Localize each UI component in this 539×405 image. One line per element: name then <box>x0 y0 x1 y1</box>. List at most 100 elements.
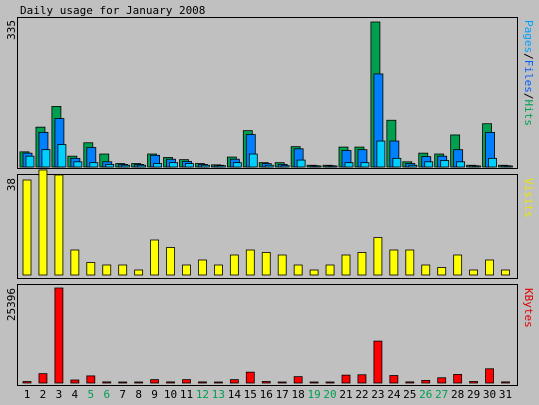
pages-bar-day-19 <box>312 165 322 168</box>
kbytes-bar-day-24 <box>389 375 399 384</box>
kbytes-bar-day-9 <box>150 379 160 384</box>
day-label-2: 2 <box>40 388 47 401</box>
visits-bar-day-3 <box>54 174 64 276</box>
visits-bar-day-5 <box>86 262 96 276</box>
day-label-26: 26 <box>419 388 432 401</box>
pages-bar-day-15 <box>248 153 258 168</box>
pages-bar-day-8 <box>137 164 147 168</box>
pages-bar-day-7 <box>121 164 131 168</box>
day-label-22: 22 <box>355 388 368 401</box>
visits-bar-day-20 <box>325 264 335 276</box>
pages-bar-day-28 <box>456 161 466 168</box>
pages-bar-day-20 <box>328 165 338 168</box>
day-label-21: 21 <box>339 388 352 401</box>
pages-bar-day-11 <box>185 163 194 168</box>
visits-bar-day-11 <box>182 264 191 276</box>
visits-bar-day-6 <box>102 264 112 276</box>
visits-bar-day-27 <box>437 267 447 276</box>
day-label-11: 11 <box>180 388 193 401</box>
hits-ymax-label: 335 <box>5 20 18 40</box>
kbytes-bar-day-16 <box>261 381 271 384</box>
kbytes-bar-day-26 <box>421 379 431 384</box>
pages-bar-day-26 <box>424 161 434 168</box>
visits-bar-day-25 <box>405 249 415 276</box>
kbytes-bar-day-14 <box>229 379 239 384</box>
pages-bar-day-5 <box>89 162 99 168</box>
pages-bar-day-6 <box>105 164 115 168</box>
day-label-4: 4 <box>72 388 79 401</box>
day-label-25: 25 <box>403 388 416 401</box>
visits-bar-day-28 <box>453 254 463 276</box>
visits-bar-day-13 <box>213 264 223 276</box>
day-label-1: 1 <box>24 388 31 401</box>
day-label-12: 12 <box>196 388 209 401</box>
kbytes-bar-day-25 <box>405 381 415 384</box>
day-label-6: 6 <box>103 388 110 401</box>
day-label-31: 31 <box>499 388 512 401</box>
day-label-8: 8 <box>135 388 142 401</box>
kbytes-bar-day-22 <box>357 374 367 384</box>
day-label-29: 29 <box>467 388 480 401</box>
pages-bar-day-2 <box>41 149 51 168</box>
pages-bar-day-27 <box>440 160 450 168</box>
day-label-23: 23 <box>371 388 384 401</box>
chart-title: Daily usage for January 2008 <box>20 4 205 17</box>
pages-bar-day-12 <box>201 164 210 168</box>
day-label-24: 24 <box>387 388 401 401</box>
pages-bar-day-24 <box>392 157 402 168</box>
day-label-20: 20 <box>323 388 336 401</box>
kbytes-bar-day-3 <box>54 287 64 384</box>
pages-bar-day-13 <box>216 165 226 168</box>
kbytes-panel-frame <box>17 284 518 386</box>
kbytes-bar-day-30 <box>485 368 494 384</box>
visits-bar-day-10 <box>166 247 175 276</box>
day-label-15: 15 <box>244 388 257 401</box>
legend-sep-2: / <box>522 93 535 100</box>
day-label-19: 19 <box>307 388 320 401</box>
visits-ymax-label: 38 <box>5 178 18 191</box>
kbytes-bar-day-12 <box>198 381 207 384</box>
pages-bar-day-4 <box>73 161 83 168</box>
day-label-3: 3 <box>56 388 63 401</box>
kbytes-bar-day-28 <box>453 373 463 384</box>
kbytes-bar-day-7 <box>118 381 128 384</box>
kbytes-bar-day-2 <box>38 373 48 384</box>
pages-bar-day-29 <box>472 165 482 168</box>
pages-bar-day-9 <box>153 163 163 168</box>
kbytes-bar-day-4 <box>70 379 80 384</box>
pages-bar-day-1 <box>25 155 35 168</box>
day-label-14: 14 <box>228 388 242 401</box>
visits-bar-day-1 <box>22 179 32 276</box>
kbytes-bar-day-17 <box>277 381 287 384</box>
kbytes-bar-day-27 <box>437 377 447 384</box>
visits-bar-day-14 <box>229 254 239 276</box>
day-label-17: 17 <box>276 388 289 401</box>
visits-bars <box>22 169 510 276</box>
visits-bar-day-4 <box>70 249 80 276</box>
visits-bar-day-23 <box>373 237 383 276</box>
kbytes-bar-day-10 <box>166 381 175 384</box>
day-label-9: 9 <box>151 388 158 401</box>
day-label-16: 16 <box>260 388 273 401</box>
pages-bar-day-14 <box>232 162 242 168</box>
hits-panel-legend: Pages/Files/Hits <box>522 20 535 126</box>
visits-bar-day-17 <box>277 254 287 276</box>
visits-bar-day-7 <box>118 264 128 276</box>
visits-bar-day-8 <box>134 269 144 276</box>
legend-hits: Hits <box>522 100 535 127</box>
kbytes-bar-day-31 <box>501 381 510 384</box>
kbytes-bars <box>22 287 510 384</box>
kbytes-bar-day-20 <box>325 381 335 384</box>
hits-files-pages-bars <box>19 21 513 168</box>
pages-bar-day-16 <box>264 164 274 168</box>
visits-bar-day-22 <box>357 252 367 276</box>
visits-bar-day-9 <box>150 239 160 276</box>
kbytes-bar-day-11 <box>182 379 191 384</box>
hits-panel-frame <box>17 17 518 169</box>
day-label-10: 10 <box>164 388 177 401</box>
kbytes-bar-day-19 <box>309 381 319 384</box>
day-label-7: 7 <box>119 388 126 401</box>
pages-bar-day-3 <box>57 144 67 168</box>
pages-bar-day-30 <box>488 157 497 168</box>
